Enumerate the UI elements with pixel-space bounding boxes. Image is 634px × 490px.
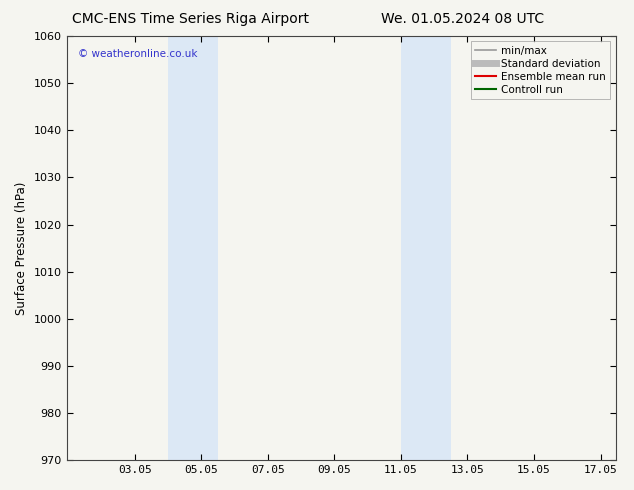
Bar — [168, 36, 218, 460]
Text: © weatheronline.co.uk: © weatheronline.co.uk — [77, 49, 197, 59]
Text: We. 01.05.2024 08 UTC: We. 01.05.2024 08 UTC — [381, 12, 545, 26]
Y-axis label: Surface Pressure (hPa): Surface Pressure (hPa) — [15, 181, 28, 315]
Text: CMC-ENS Time Series Riga Airport: CMC-ENS Time Series Riga Airport — [72, 12, 309, 26]
Bar — [401, 36, 451, 460]
Legend: min/max, Standard deviation, Ensemble mean run, Controll run: min/max, Standard deviation, Ensemble me… — [471, 41, 611, 99]
